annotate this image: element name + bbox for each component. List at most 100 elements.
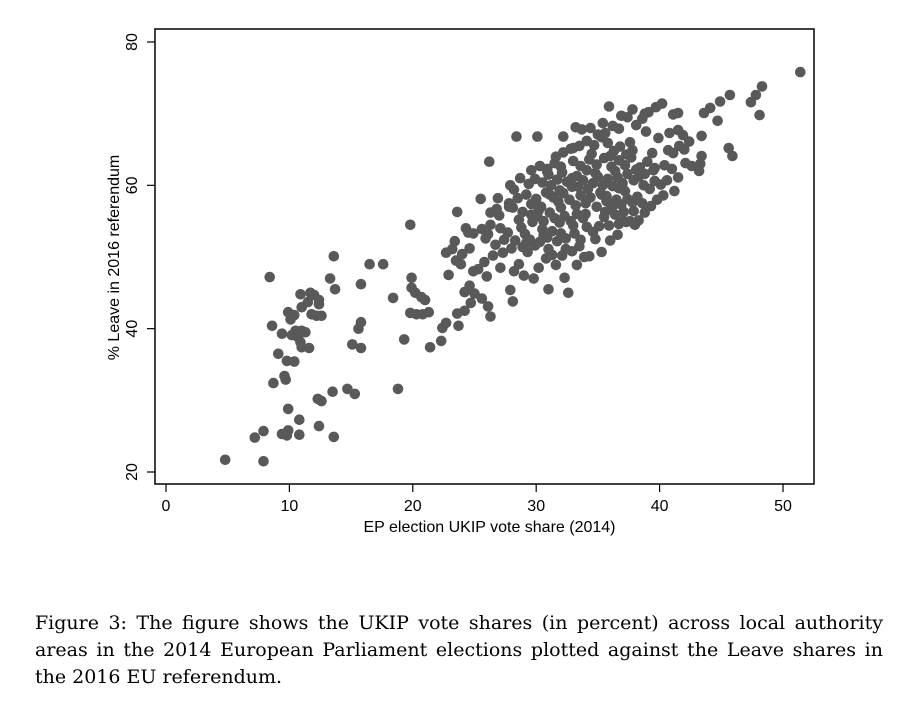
- data-point: [511, 131, 522, 142]
- data-point: [567, 142, 579, 154]
- y-tick-label: 80: [124, 33, 141, 51]
- data-point: [353, 323, 364, 335]
- data-point: [576, 124, 588, 135]
- data-point: [712, 115, 723, 127]
- data-point: [480, 233, 491, 244]
- data-point: [590, 167, 601, 179]
- data-point: [485, 219, 496, 231]
- data-point: [495, 262, 506, 274]
- data-point: [464, 243, 475, 254]
- data-point: [498, 234, 510, 246]
- data-point: [612, 229, 623, 241]
- data-point: [563, 287, 574, 299]
- data-point: [533, 205, 544, 216]
- plot-frame: [154, 28, 815, 485]
- data-point: [219, 454, 231, 466]
- data-point: [727, 150, 738, 162]
- data-point: [268, 377, 279, 389]
- x-tick-label: 0: [162, 498, 171, 515]
- data-point: [505, 284, 516, 296]
- data-point: [571, 259, 583, 271]
- data-point: [653, 132, 664, 144]
- data-point: [514, 172, 526, 184]
- data-point: [704, 102, 716, 114]
- data-point: [273, 348, 284, 360]
- x-tick-label: 20: [404, 498, 422, 515]
- data-point: [555, 161, 567, 172]
- data-point: [538, 215, 549, 227]
- data-point: [637, 198, 648, 209]
- data-point: [449, 235, 461, 247]
- data-point: [451, 206, 463, 218]
- data-point: [484, 156, 495, 167]
- data-point: [506, 243, 517, 254]
- data-point: [591, 201, 602, 213]
- data-point: [295, 289, 306, 300]
- data-point: [600, 206, 611, 218]
- data-point: [537, 177, 548, 188]
- data-point: [435, 335, 447, 347]
- data-point: [508, 184, 520, 195]
- data-point: [456, 248, 468, 260]
- data-point: [355, 342, 367, 354]
- data-point: [423, 306, 435, 318]
- data-point: [617, 215, 628, 227]
- data-point: [509, 235, 521, 246]
- data-point: [347, 339, 358, 350]
- data-point: [479, 256, 490, 268]
- data-point: [533, 262, 544, 274]
- data-point: [696, 150, 707, 162]
- data-point: [571, 170, 583, 182]
- data-point: [306, 309, 317, 320]
- data-point: [302, 296, 314, 308]
- data-point: [614, 141, 626, 152]
- data-point: [649, 162, 660, 174]
- data-point: [559, 272, 570, 284]
- data-point: [555, 228, 567, 239]
- data-point: [266, 320, 278, 332]
- data-point: [258, 456, 269, 467]
- data-point: [674, 140, 685, 152]
- data-point: [642, 156, 653, 167]
- data-point: [521, 237, 532, 248]
- y-tick-label: 20: [124, 463, 141, 481]
- data-point: [613, 123, 625, 134]
- data-point: [497, 247, 509, 258]
- data-point: [542, 166, 553, 177]
- data-point: [646, 147, 658, 159]
- data-point: [580, 208, 591, 220]
- data-point: [490, 239, 501, 251]
- data-point: [464, 280, 475, 292]
- data-point: [597, 117, 609, 129]
- data-point: [593, 220, 605, 232]
- data-point: [532, 131, 543, 142]
- data-point: [258, 425, 269, 437]
- data-point: [279, 370, 290, 382]
- data-point: [481, 271, 493, 282]
- data-point: [795, 66, 806, 78]
- data-point: [281, 430, 293, 441]
- data-point: [528, 273, 539, 284]
- data-point: [289, 356, 300, 367]
- scatter-chart: 0 10 20 30 40 50 20 40 60 80 EP election UKIP vo…: [106, 28, 815, 536]
- data-point: [661, 175, 673, 186]
- data-point: [521, 189, 532, 200]
- data-point: [575, 190, 586, 201]
- data-point: [264, 271, 276, 283]
- data-point: [629, 219, 641, 231]
- data-point: [538, 230, 549, 241]
- data-point: [308, 289, 320, 301]
- data-point: [424, 342, 436, 353]
- data-point: [619, 185, 631, 197]
- data-point: [546, 225, 558, 237]
- data-point: [554, 217, 565, 228]
- data-point: [482, 301, 494, 312]
- data-point: [600, 127, 611, 139]
- data-point: [724, 89, 736, 101]
- y-axis: 20 40 60 80: [124, 33, 155, 481]
- data-point: [543, 284, 554, 295]
- data-point: [249, 432, 261, 443]
- data-point: [443, 269, 454, 281]
- data-point: [313, 420, 325, 432]
- x-tick-label: 30: [527, 498, 545, 515]
